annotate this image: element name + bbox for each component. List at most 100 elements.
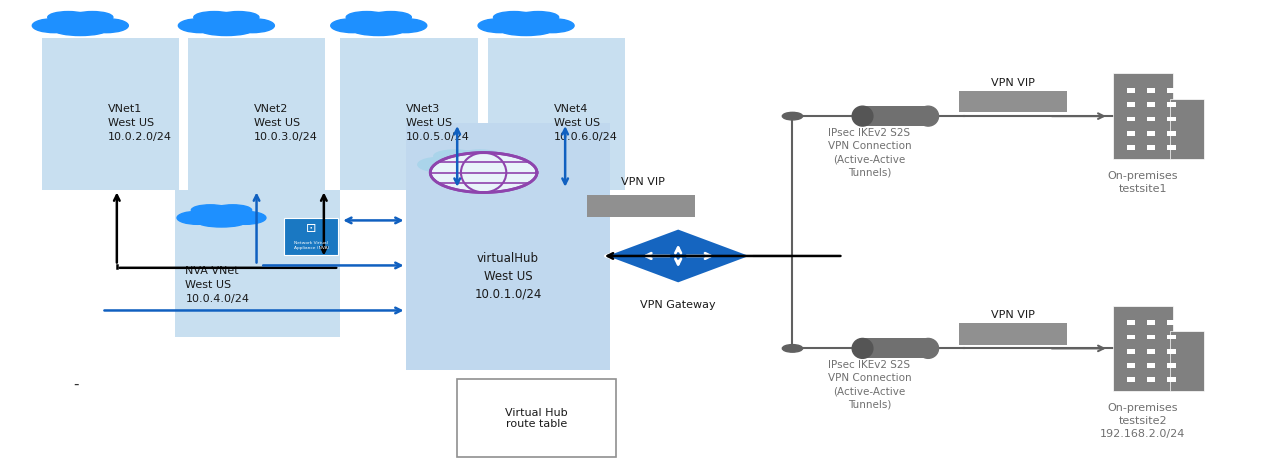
Bar	[1167, 88, 1176, 93]
Bar	[862, 338, 928, 358]
Text: ⊡: ⊡	[306, 222, 316, 235]
Text: IPsec IKEv2 S2S
VPN Connection
(Active-Active
Tunnels): IPsec IKEv2 S2S VPN Connection (Active-A…	[828, 360, 911, 410]
Bar	[1113, 73, 1173, 159]
Bar	[1147, 320, 1156, 325]
Text: On-premises
testsite2
192.168.2.0/24: On-premises testsite2 192.168.2.0/24	[1100, 403, 1186, 439]
Ellipse shape	[852, 338, 872, 358]
Text: On-premises
testsite1: On-premises testsite1	[1107, 171, 1179, 194]
Text: VPN VIP: VPN VIP	[991, 310, 1035, 320]
Bar	[1147, 102, 1156, 107]
Bar	[1126, 320, 1135, 325]
Ellipse shape	[852, 106, 872, 126]
Bar	[1147, 145, 1156, 150]
Bar	[1126, 377, 1135, 382]
Bar	[1147, 88, 1156, 93]
FancyBboxPatch shape	[406, 123, 610, 370]
Bar	[1126, 88, 1135, 93]
Text: NVA VNet
West US
10.0.4.0/24: NVA VNet West US 10.0.4.0/24	[185, 266, 249, 304]
Bar	[1170, 99, 1204, 159]
Text: Virtual Hub
route table: Virtual Hub route table	[505, 408, 568, 429]
Ellipse shape	[46, 15, 114, 32]
Ellipse shape	[84, 18, 128, 33]
Ellipse shape	[177, 211, 218, 224]
Ellipse shape	[344, 15, 413, 32]
Bar	[1167, 335, 1176, 339]
Bar	[1147, 377, 1156, 382]
Bar	[1126, 131, 1135, 136]
Ellipse shape	[918, 338, 939, 358]
FancyBboxPatch shape	[340, 38, 478, 190]
Bar	[1167, 117, 1176, 121]
Text: Network Virtual
Appliance (NVA): Network Virtual Appliance (NVA)	[293, 241, 329, 250]
Bar	[1126, 349, 1135, 354]
Ellipse shape	[347, 11, 387, 23]
Bar	[1167, 131, 1176, 136]
Ellipse shape	[370, 11, 411, 23]
Bar	[1113, 306, 1173, 391]
Bar	[1126, 363, 1135, 368]
FancyBboxPatch shape	[42, 38, 179, 190]
Ellipse shape	[432, 154, 503, 171]
Bar	[1167, 349, 1176, 354]
Text: VNet4
West US
10.0.6.0/24: VNet4 West US 10.0.6.0/24	[554, 104, 617, 142]
Ellipse shape	[55, 25, 105, 36]
Bar	[1167, 363, 1176, 368]
Bar	[1126, 145, 1135, 150]
Bar	[1147, 335, 1156, 339]
Bar	[1167, 102, 1176, 107]
Ellipse shape	[517, 11, 559, 23]
Bar	[1170, 331, 1204, 391]
Ellipse shape	[353, 25, 404, 36]
Ellipse shape	[192, 15, 260, 32]
Ellipse shape	[330, 18, 376, 33]
Circle shape	[782, 345, 803, 352]
Bar	[959, 91, 1067, 112]
Text: VNet2
West US
10.0.3.0/24: VNet2 West US 10.0.3.0/24	[254, 104, 318, 142]
Bar	[1167, 145, 1176, 150]
Bar	[959, 323, 1067, 345]
Ellipse shape	[213, 205, 251, 216]
Bar	[1126, 335, 1135, 339]
Bar	[1126, 117, 1135, 121]
Bar	[862, 106, 928, 126]
Bar	[1167, 320, 1176, 325]
Bar	[1147, 117, 1156, 121]
Ellipse shape	[918, 106, 939, 126]
Bar	[1147, 131, 1156, 136]
Ellipse shape	[201, 25, 251, 36]
Ellipse shape	[189, 209, 253, 224]
Polygon shape	[605, 228, 752, 283]
FancyBboxPatch shape	[457, 379, 616, 457]
Bar	[1147, 363, 1156, 368]
Ellipse shape	[491, 15, 560, 32]
Ellipse shape	[230, 18, 274, 33]
Ellipse shape	[434, 150, 476, 162]
Ellipse shape	[494, 11, 535, 23]
Ellipse shape	[32, 18, 77, 33]
Circle shape	[431, 153, 537, 192]
Text: virtualHub
West US
10.0.1.0/24: virtualHub West US 10.0.1.0/24	[474, 252, 542, 301]
Text: IPsec IKEv2 S2S
VPN Connection
(Active-Active
Tunnels): IPsec IKEv2 S2S VPN Connection (Active-A…	[828, 128, 911, 178]
Circle shape	[782, 112, 803, 120]
Ellipse shape	[500, 25, 551, 36]
Ellipse shape	[225, 211, 265, 224]
Text: VPN VIP: VPN VIP	[991, 78, 1035, 88]
Bar	[1167, 377, 1176, 382]
FancyBboxPatch shape	[175, 190, 340, 337]
Ellipse shape	[530, 18, 574, 33]
Bar	[1147, 349, 1156, 354]
Ellipse shape	[198, 217, 245, 227]
Bar	[1126, 102, 1135, 107]
Text: VNet3
West US
10.0.5.0/24: VNet3 West US 10.0.5.0/24	[406, 104, 470, 142]
Ellipse shape	[71, 11, 113, 23]
FancyBboxPatch shape	[488, 38, 625, 190]
Text: VPN VIP: VPN VIP	[621, 177, 664, 188]
Ellipse shape	[192, 205, 230, 216]
FancyBboxPatch shape	[188, 38, 325, 190]
Ellipse shape	[471, 157, 517, 172]
Ellipse shape	[441, 164, 494, 175]
Ellipse shape	[382, 18, 427, 33]
Ellipse shape	[194, 11, 235, 23]
Text: VPN Gateway: VPN Gateway	[640, 300, 716, 310]
Ellipse shape	[478, 18, 523, 33]
